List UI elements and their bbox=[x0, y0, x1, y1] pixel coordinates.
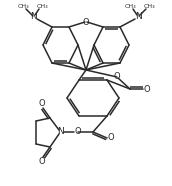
Text: O: O bbox=[75, 126, 81, 135]
Text: CH₃: CH₃ bbox=[143, 4, 155, 9]
Text: N: N bbox=[57, 127, 63, 137]
Text: O: O bbox=[83, 17, 89, 26]
Text: N: N bbox=[30, 12, 36, 20]
Text: CH₃: CH₃ bbox=[17, 4, 29, 9]
Text: O: O bbox=[39, 158, 45, 166]
Text: CH₃: CH₃ bbox=[36, 4, 48, 9]
Text: O: O bbox=[144, 84, 150, 94]
Text: O: O bbox=[114, 71, 120, 81]
Text: O: O bbox=[39, 99, 45, 108]
Text: O: O bbox=[108, 134, 114, 142]
Text: N: N bbox=[136, 12, 142, 20]
Text: CH₃: CH₃ bbox=[124, 4, 136, 9]
